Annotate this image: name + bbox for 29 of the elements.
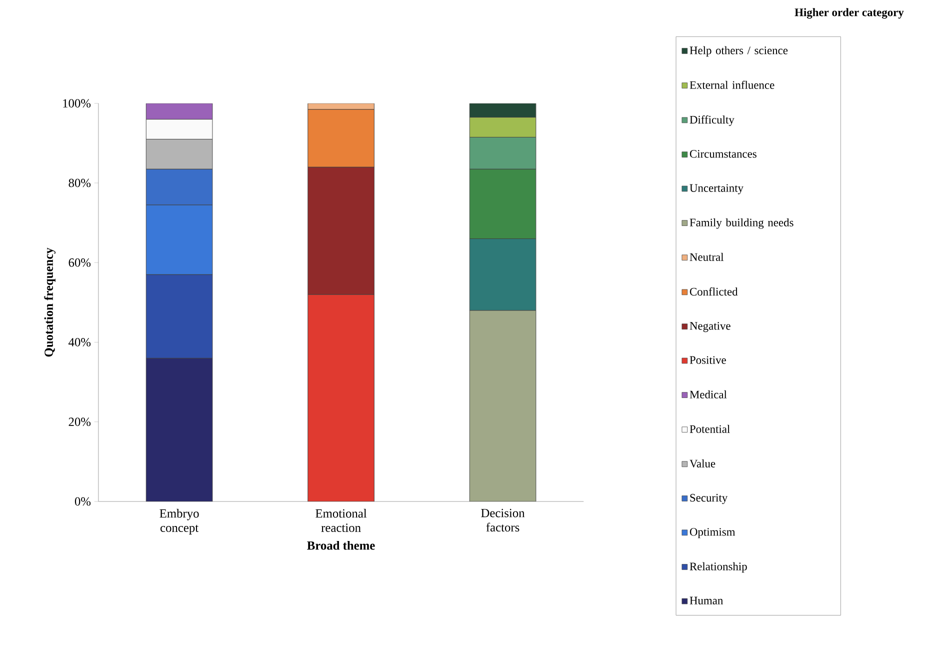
legend-label: Negative — [690, 322, 730, 332]
legend-label: External influence — [690, 80, 774, 89]
legend-label: Positive — [690, 356, 726, 364]
y-tick-label: 60% — [68, 258, 91, 267]
legend-label: Relationship — [690, 562, 747, 573]
legend-label: Help others / science — [690, 46, 788, 57]
legend-label: Circumstances — [690, 150, 756, 158]
legend-title: Higher order category — [794, 8, 904, 19]
legend-label: Uncertainty — [690, 184, 744, 194]
legend-label: Value — [690, 459, 716, 468]
y-tick-label: 0% — [74, 497, 91, 506]
x-tick-label: Embryo concept — [160, 508, 199, 534]
x-tick-label: Emotional reaction — [316, 508, 367, 532]
y-tick-label: 40% — [68, 338, 91, 346]
x-axis-title: Broad theme — [307, 540, 375, 550]
legend-label: Conflicted — [690, 287, 738, 296]
legend-label: Neutral — [690, 252, 724, 261]
legend-label: Medical — [690, 390, 727, 398]
y-axis-title: Quotation frequency — [44, 248, 56, 357]
y-tick-label: 100% — [63, 99, 91, 108]
legend-label: Human — [690, 596, 723, 604]
legend-label: Potential — [690, 424, 730, 433]
legend-label: Difficulty — [690, 115, 734, 126]
x-tick-label: Decision factors — [481, 508, 525, 532]
y-tick-label: 80% — [68, 178, 91, 188]
legend-label: Optimism — [690, 528, 736, 538]
legend-label: Family building needs — [690, 218, 794, 229]
legend-label: Security — [690, 494, 728, 504]
y-tick-label: 20% — [68, 418, 91, 426]
